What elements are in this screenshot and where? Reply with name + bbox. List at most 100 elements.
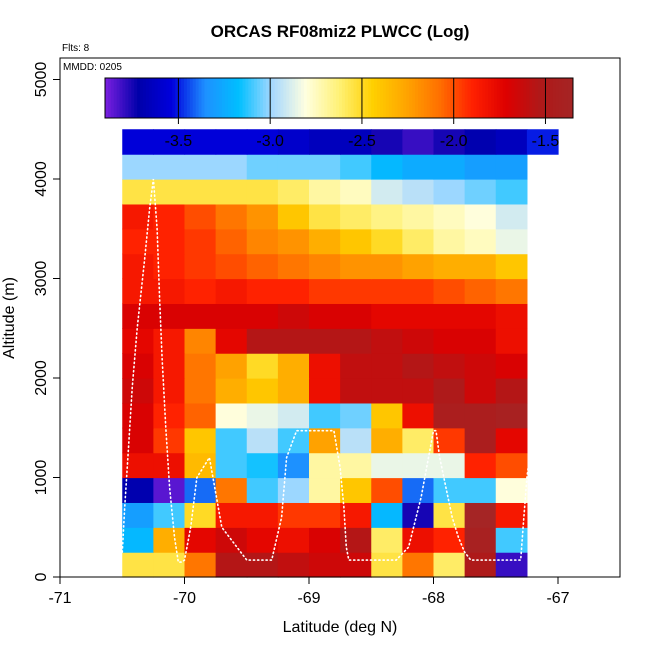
heatmap-cell <box>433 303 466 329</box>
colorbar-tick-label: -3.5 <box>165 133 193 150</box>
heatmap-cell <box>433 402 466 429</box>
colorbar-segment <box>420 78 425 118</box>
heatmap-cell <box>122 328 154 354</box>
heatmap-cell <box>340 154 372 180</box>
heatmap-cell <box>309 552 341 578</box>
colorbar-segment <box>374 78 378 118</box>
colorbar-segment <box>508 78 513 118</box>
heatmap-cell <box>495 179 528 205</box>
colorbar-segment <box>151 78 156 118</box>
heatmap-cell <box>464 129 497 155</box>
colorbar-segment <box>549 78 554 118</box>
heatmap-cell <box>340 427 372 454</box>
colorbar-segment <box>286 78 290 118</box>
heatmap-cell <box>371 552 403 578</box>
colorbar-segment <box>195 78 200 118</box>
heatmap-cell <box>215 427 248 454</box>
heatmap-cell <box>122 452 154 479</box>
heatmap-cell <box>122 477 154 503</box>
colorbar-segment <box>163 78 167 118</box>
heatmap-cell <box>495 328 528 354</box>
heatmap-cell <box>246 253 279 280</box>
colorbar-segment <box>491 78 495 118</box>
heatmap-cell <box>371 154 403 180</box>
heatmap-cell <box>340 452 372 479</box>
colorbar-segment <box>210 78 214 118</box>
colorbar-segment <box>514 78 518 118</box>
heatmap-cell <box>215 228 248 255</box>
heatmap-cell <box>464 452 497 479</box>
colorbar-segment <box>464 78 469 118</box>
colorbar-segment <box>534 78 539 118</box>
colorbar-segment <box>488 78 492 118</box>
heatmap-cell <box>371 527 403 553</box>
heatmap-cell <box>215 477 248 503</box>
x-axis: -71 -70 -69 -68 -67 <box>48 577 570 607</box>
heatmap-cell <box>246 179 279 205</box>
colorbar-segment <box>540 78 545 118</box>
colorbar-segment <box>467 78 472 118</box>
colorbar-segment <box>143 78 147 118</box>
colorbar-ticks: -3.5 -3.0 -2.5 -2.0 -1.5 <box>165 78 560 150</box>
heatmap-cell <box>340 179 372 205</box>
heatmap-cell <box>340 378 372 404</box>
colorbar-segment <box>567 78 571 118</box>
heatmap-cell <box>184 154 217 180</box>
colorbar-segment <box>485 78 489 118</box>
heatmap-cell <box>371 378 403 404</box>
colorbar-segment <box>382 78 387 118</box>
colorbar-segment <box>140 78 144 118</box>
heatmap-cell <box>122 129 154 155</box>
heatmap-cell <box>184 253 217 280</box>
x-tick-label: -71 <box>48 590 71 607</box>
heatmap-cell <box>184 353 217 379</box>
colorbar-segment <box>473 78 477 118</box>
colorbar-segment <box>125 78 129 118</box>
heatmap-cell <box>246 452 279 479</box>
heatmap-cell <box>246 203 279 230</box>
heatmap-cell <box>340 129 372 155</box>
heatmap-cells <box>122 129 559 578</box>
colorbar-segment <box>356 78 360 118</box>
colorbar-segment <box>479 78 483 118</box>
heatmap-cell <box>340 203 372 230</box>
heatmap-cell <box>433 452 466 479</box>
y-tick-label: 5000 <box>33 62 50 98</box>
heatmap-cell <box>277 353 310 379</box>
x-tick-label: -68 <box>422 590 445 607</box>
colorbar-segment <box>438 78 442 118</box>
colorbar-segment <box>511 78 515 118</box>
heatmap-cell <box>402 303 435 329</box>
colorbar-segment <box>251 78 255 118</box>
colorbar-segment <box>172 78 176 118</box>
heatmap-cell <box>495 552 528 578</box>
heatmap-cell <box>495 278 528 304</box>
colorbar-segment <box>216 78 220 118</box>
heatmap-cell <box>495 228 528 255</box>
heatmap-cell <box>526 129 559 155</box>
colorbar-segment <box>306 78 311 118</box>
heatmap-cell <box>184 452 217 479</box>
colorbar-segment <box>406 78 410 118</box>
colorbar-segment <box>517 78 521 118</box>
colorbar-segment <box>213 78 217 118</box>
colorbar-segment <box>499 78 504 118</box>
heatmap-cell <box>309 179 341 205</box>
heatmap-cell <box>215 278 248 304</box>
colorbar-segment <box>423 78 428 118</box>
y-axis-label: Altitude (m) <box>1 277 18 359</box>
x-tick-label: -69 <box>297 590 320 607</box>
flight-track-line <box>121 178 590 563</box>
colorbar-segment <box>333 78 337 118</box>
heatmap-cell <box>309 402 341 429</box>
y-tick-label: 2000 <box>33 360 50 396</box>
heatmap-cell <box>433 203 466 230</box>
colorbar-tick-label: -1.5 <box>532 133 560 150</box>
colorbar-segment <box>450 78 454 118</box>
colorbar-segment <box>523 78 527 118</box>
heatmap-cell <box>184 129 217 155</box>
heatmap-cell <box>433 378 466 404</box>
heatmap-cell <box>433 502 466 528</box>
colorbar-segment <box>344 78 349 118</box>
